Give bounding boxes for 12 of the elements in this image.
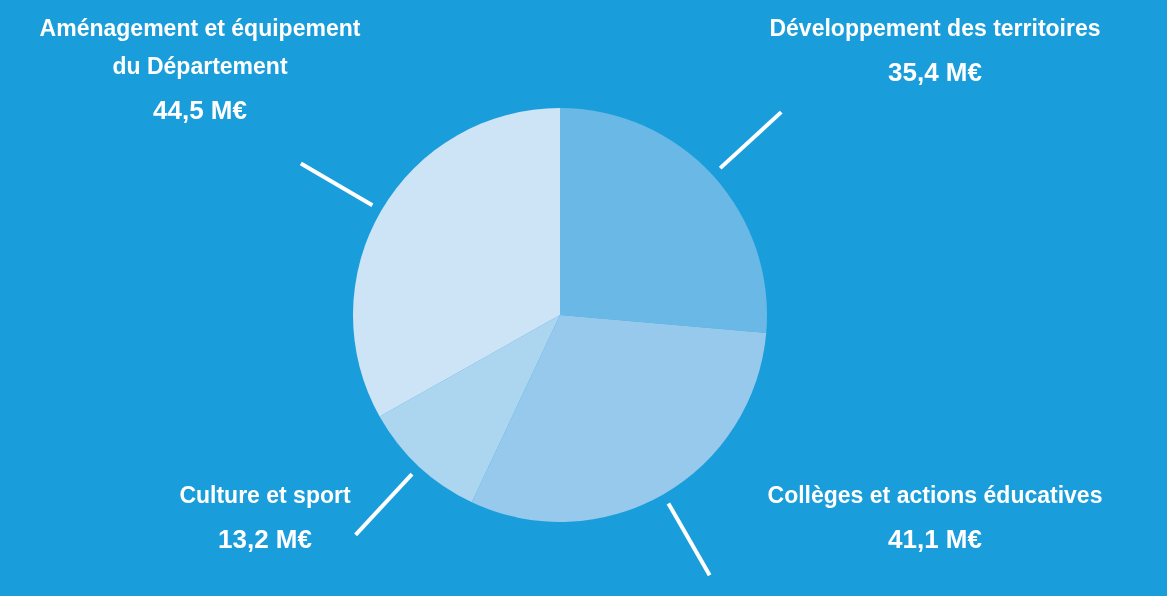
pie-slice	[471, 315, 767, 522]
pie-slice	[353, 108, 560, 417]
data-label: 13,2 M€	[218, 524, 312, 554]
data-label: 41,1 M€	[888, 524, 982, 554]
slice-label: Aménagement et équipement du Département	[39, 15, 361, 79]
data-label: 44,5 M€	[153, 95, 247, 125]
slice-label: Collèges et actions éducatives	[767, 482, 1103, 508]
pie-slice	[560, 108, 767, 333]
pie-slice	[379, 315, 560, 503]
slice-label: Développement des territoires	[769, 15, 1101, 41]
data-label: 35,4 M€	[888, 57, 982, 87]
slice-label: Culture et sport	[179, 482, 351, 508]
